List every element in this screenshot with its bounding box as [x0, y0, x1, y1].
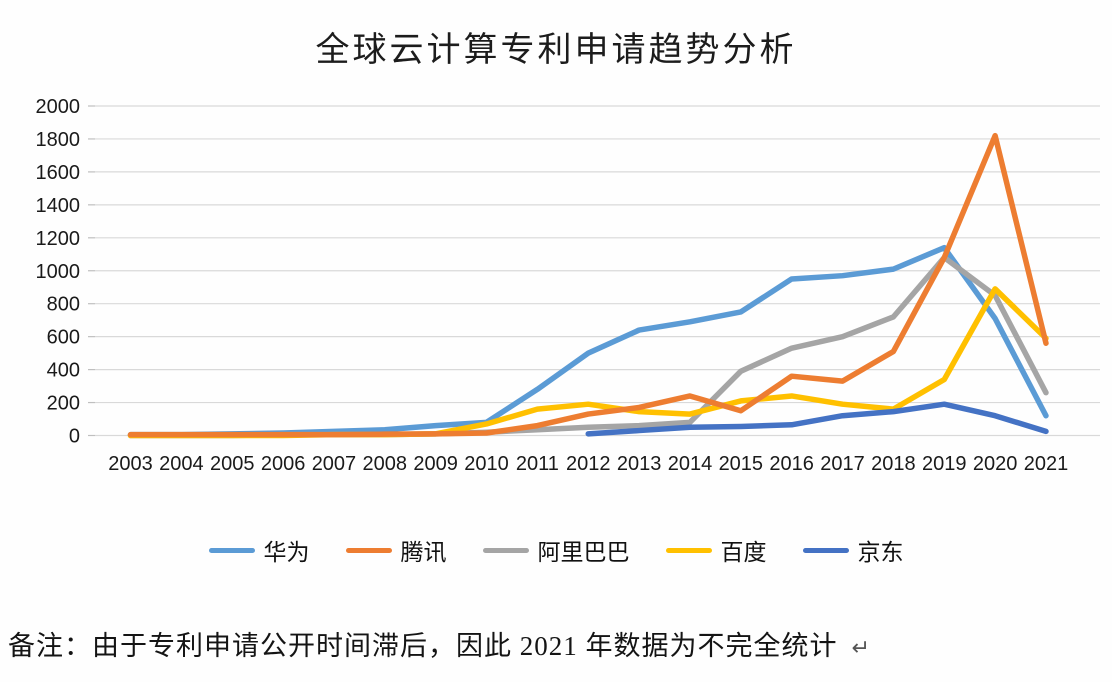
- x-axis-tick-label: 2007: [312, 453, 357, 475]
- footnote: 备注：由于专利申请公开时间滞后，因此 2021 年数据为不完全统计 ↵: [8, 624, 1108, 663]
- x-axis-tick-label: 2012: [566, 453, 611, 475]
- x-axis-tick-label: 2015: [719, 453, 764, 475]
- legend-label: 百度: [720, 540, 767, 565]
- return-mark-icon: ↵: [851, 636, 871, 661]
- x-axis-tick-label: 2017: [820, 453, 865, 475]
- legend-item-百度: 百度: [665, 533, 767, 567]
- y-axis-tick-label: 1000: [36, 261, 81, 283]
- x-axis-tick-label: 2010: [464, 453, 509, 475]
- chart-legend: 华为 腾讯 阿里巴巴 百度 京东: [0, 533, 1112, 567]
- legend-item-腾讯: 腾讯: [345, 533, 447, 567]
- x-axis-tick-label: 2016: [769, 453, 814, 475]
- y-axis-tick-label: 600: [47, 327, 80, 349]
- y-axis-tick-label: 1800: [36, 129, 81, 151]
- x-axis-tick-label: 2003: [108, 453, 153, 475]
- x-axis-tick-label: 2019: [922, 453, 967, 475]
- legend-label: 腾讯: [400, 540, 447, 565]
- legend-line-swatch: [665, 547, 712, 553]
- x-axis-tick-label: 2021: [1024, 453, 1069, 475]
- line-chart-plot-area: 0 200 400 600 800 1000 1200 1400 1600 1800 2000 200…: [36, 96, 1100, 475]
- line-series-京东: [585, 401, 1049, 437]
- legend-item-阿里巴巴: 阿里巴巴: [482, 533, 630, 567]
- y-axis-tick-label: 400: [47, 360, 80, 382]
- x-axis-tick-label: 2009: [413, 453, 458, 475]
- x-axis-tick-label: 2018: [871, 453, 916, 475]
- y-axis-tick-label: 1200: [36, 228, 81, 250]
- legend-label: 华为: [263, 540, 310, 565]
- x-axis-tick-label: 2011: [516, 453, 559, 475]
- x-axis-tick-label: 2013: [617, 453, 662, 475]
- x-axis-tick-label: 2004: [159, 453, 204, 475]
- legend-line-swatch: [208, 547, 255, 553]
- x-axis-tick-label: 2008: [363, 453, 408, 475]
- legend-label: 阿里巴巴: [537, 540, 630, 565]
- legend-item-京东: 京东: [802, 533, 904, 567]
- y-axis-tick-label: 1400: [36, 195, 81, 217]
- legend-line-swatch: [802, 547, 849, 553]
- x-axis-tick-label: 2014: [668, 453, 713, 475]
- x-axis-tick-label: 2020: [973, 453, 1018, 475]
- legend-line-swatch: [482, 547, 529, 553]
- y-axis-tick-label: 0: [69, 426, 80, 448]
- line-series-腾讯: [127, 132, 1049, 438]
- y-axis-tick-label: 800: [47, 294, 80, 316]
- chart-title: 全球云计算专利申请趋势分析: [315, 32, 797, 69]
- legend-item-华为: 华为: [208, 533, 310, 567]
- legend-line-swatch: [345, 547, 392, 553]
- y-axis-tick-label: 1600: [36, 162, 81, 184]
- x-axis-tick-label: 2005: [210, 453, 255, 475]
- y-axis-tick-label: 200: [47, 393, 80, 415]
- legend-label: 京东: [857, 540, 904, 565]
- y-axis-tick-label: 2000: [36, 96, 81, 118]
- footnote-text: 备注：由于专利申请公开时间滞后，因此 2021 年数据为不完全统计: [8, 631, 838, 661]
- x-axis-tick-label: 2006: [261, 453, 306, 475]
